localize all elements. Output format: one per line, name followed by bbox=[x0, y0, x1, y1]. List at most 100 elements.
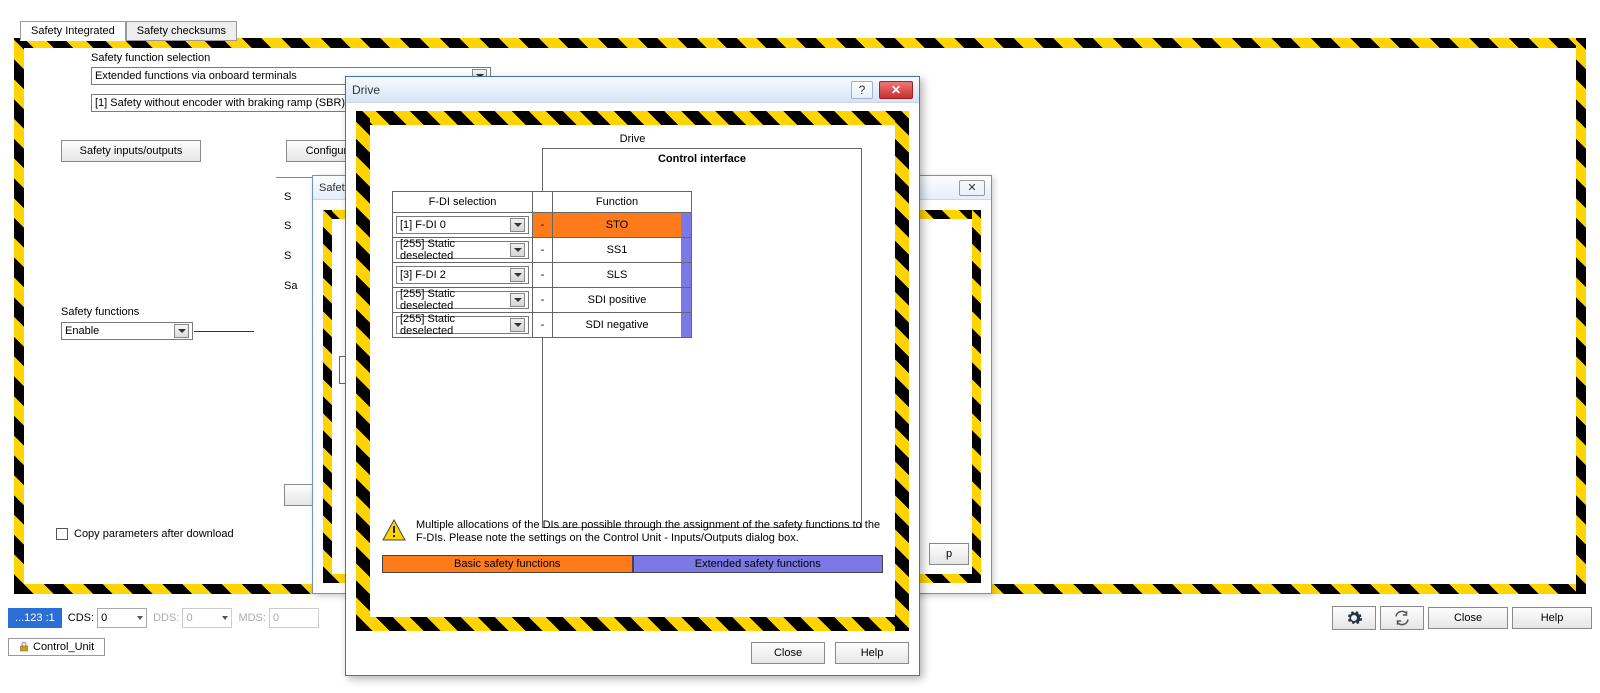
fdi-select-value: [3] F-DI 2 bbox=[400, 269, 446, 281]
document-tab[interactable]: Control_Unit bbox=[8, 638, 105, 656]
list-item-label: S bbox=[284, 220, 291, 232]
row-stripe bbox=[681, 313, 691, 337]
hazard-border bbox=[895, 111, 909, 631]
legend-row: Basic safety functions Extended safety f… bbox=[382, 555, 883, 573]
dds-value: 0 bbox=[186, 612, 192, 624]
dialog-titlebar[interactable]: Drive ? ✕ bbox=[346, 77, 919, 103]
fdi-select-value: [1] F-DI 0 bbox=[400, 219, 446, 231]
close-button[interactable]: Close bbox=[1428, 607, 1508, 629]
safety-mode-value: [1] Safety without encoder with braking … bbox=[95, 97, 345, 109]
tab-safety-checksums[interactable]: Safety checksums bbox=[126, 21, 237, 41]
row-mid: - bbox=[533, 263, 553, 287]
fdi-select[interactable]: [1] F-DI 0 bbox=[396, 216, 529, 234]
fdi-table-header: F-DI selection Function bbox=[393, 192, 691, 212]
safety-function-selection-label: Safety function selection bbox=[91, 52, 210, 64]
chevron-down-icon bbox=[510, 218, 525, 232]
safety-functions-select[interactable]: Enable bbox=[61, 322, 193, 340]
settings-icon-button[interactable] bbox=[1332, 606, 1376, 630]
tab-safety-integrated[interactable]: Safety Integrated bbox=[20, 21, 126, 41]
hazard-border bbox=[356, 111, 370, 631]
help-icon[interactable]: ? bbox=[851, 81, 873, 99]
safety-inputs-outputs-button[interactable]: Safety inputs/outputs bbox=[61, 140, 201, 162]
main-hazard-border bbox=[14, 38, 24, 594]
fdi-select-value: [255] Static deselected bbox=[400, 288, 510, 312]
chevron-down-icon bbox=[510, 268, 525, 282]
hazard-border bbox=[323, 210, 332, 583]
fdi-selection-header: F-DI selection bbox=[393, 192, 533, 212]
close-icon[interactable]: ✕ bbox=[879, 81, 913, 99]
copy-parameters-checkbox[interactable] bbox=[56, 528, 68, 540]
dialog-footer: Close Help bbox=[346, 637, 909, 669]
hazard-border bbox=[356, 111, 909, 125]
list-item-label: S bbox=[284, 191, 291, 203]
row-stripe bbox=[681, 238, 691, 262]
dds-select: 0 bbox=[182, 608, 232, 628]
hazard-border bbox=[972, 210, 981, 583]
drive-label: Drive bbox=[372, 127, 893, 148]
table-row: [255] Static deselected - SDI positive bbox=[393, 287, 691, 312]
legend-basic: Basic safety functions bbox=[382, 555, 633, 573]
row-function: SS1 bbox=[553, 238, 681, 262]
info-text: Multiple allocations of the DIs are poss… bbox=[416, 519, 883, 545]
cds-select[interactable]: 0 bbox=[97, 608, 147, 628]
row-mid: - bbox=[533, 313, 553, 337]
cds-label: CDS: bbox=[68, 612, 94, 624]
status-indicator: ...123 :1 bbox=[8, 608, 62, 628]
safety-functions-label: Safety functions bbox=[61, 306, 139, 318]
safety-function-selection-value: Extended functions via onboard terminals bbox=[95, 70, 297, 82]
row-mid: - bbox=[533, 213, 553, 237]
fdi-select[interactable]: [255] Static deselected bbox=[396, 241, 529, 259]
table-row: [255] Static deselected - SDI negative bbox=[393, 312, 691, 337]
list-item-label: Sa bbox=[284, 280, 297, 292]
table-row: [3] F-DI 2 - SLS bbox=[393, 262, 691, 287]
close-button[interactable]: Close bbox=[751, 642, 825, 664]
info-row: Multiple allocations of the DIs are poss… bbox=[382, 519, 883, 545]
row-mid: - bbox=[533, 238, 553, 262]
row-stripe bbox=[681, 263, 691, 287]
copy-parameters-checkbox-row: Copy parameters after download bbox=[56, 528, 234, 540]
refresh-icon bbox=[1393, 609, 1411, 627]
fdi-select[interactable]: [255] Static deselected bbox=[396, 316, 529, 334]
fdi-select-value: [255] Static deselected bbox=[400, 238, 510, 262]
warning-icon bbox=[382, 519, 406, 541]
fdi-table: F-DI selection Function [1] F-DI 0 - STO… bbox=[392, 191, 692, 338]
mds-value: 0 bbox=[273, 612, 279, 624]
chevron-down-icon bbox=[174, 324, 189, 338]
help-button[interactable]: Help bbox=[835, 642, 909, 664]
help-button-fragment[interactable]: p bbox=[929, 543, 969, 565]
chevron-down-icon bbox=[510, 293, 525, 307]
table-row: [1] F-DI 0 - STO bbox=[393, 212, 691, 237]
chevron-down-icon bbox=[510, 318, 525, 332]
legend-extended: Extended safety functions bbox=[633, 555, 884, 573]
row-function: SDI positive bbox=[553, 288, 681, 312]
row-function: STO bbox=[553, 213, 681, 237]
table-row: [255] Static deselected - SS1 bbox=[393, 237, 691, 262]
row-function: SLS bbox=[553, 263, 681, 287]
mds-label: MDS: bbox=[238, 612, 266, 624]
gear-icon bbox=[1345, 609, 1363, 627]
cds-value: 0 bbox=[101, 612, 107, 624]
drive-dialog: Drive ? ✕ Drive Control interface F-DI s… bbox=[345, 76, 920, 676]
row-stripe bbox=[681, 288, 691, 312]
row-stripe bbox=[681, 213, 691, 237]
lock-icon bbox=[19, 642, 29, 652]
control-interface-title: Control interface bbox=[543, 149, 861, 169]
fdi-select[interactable]: [3] F-DI 2 bbox=[396, 266, 529, 284]
help-button[interactable]: Help bbox=[1512, 607, 1592, 629]
fdi-select-value: [255] Static deselected bbox=[400, 313, 510, 337]
row-mid: - bbox=[533, 288, 553, 312]
dialog-close-icon[interactable]: ✕ bbox=[959, 180, 985, 196]
hazard-border bbox=[356, 617, 909, 631]
list-item-label: S bbox=[284, 250, 291, 262]
dds-label: DDS: bbox=[153, 612, 179, 624]
main-tabs: Safety Integrated Safety checksums bbox=[20, 21, 237, 41]
row-function: SDI negative bbox=[553, 313, 681, 337]
document-tab-label: Control_Unit bbox=[33, 641, 94, 653]
safety-functions-value: Enable bbox=[65, 325, 99, 337]
main-hazard-border bbox=[14, 38, 1586, 48]
refresh-icon-button[interactable] bbox=[1380, 606, 1424, 630]
dialog-body: Drive Control interface F-DI selection F… bbox=[372, 127, 893, 613]
copy-parameters-label: Copy parameters after download bbox=[74, 528, 234, 540]
mds-field: 0 bbox=[269, 608, 319, 628]
fdi-select[interactable]: [255] Static deselected bbox=[396, 291, 529, 309]
